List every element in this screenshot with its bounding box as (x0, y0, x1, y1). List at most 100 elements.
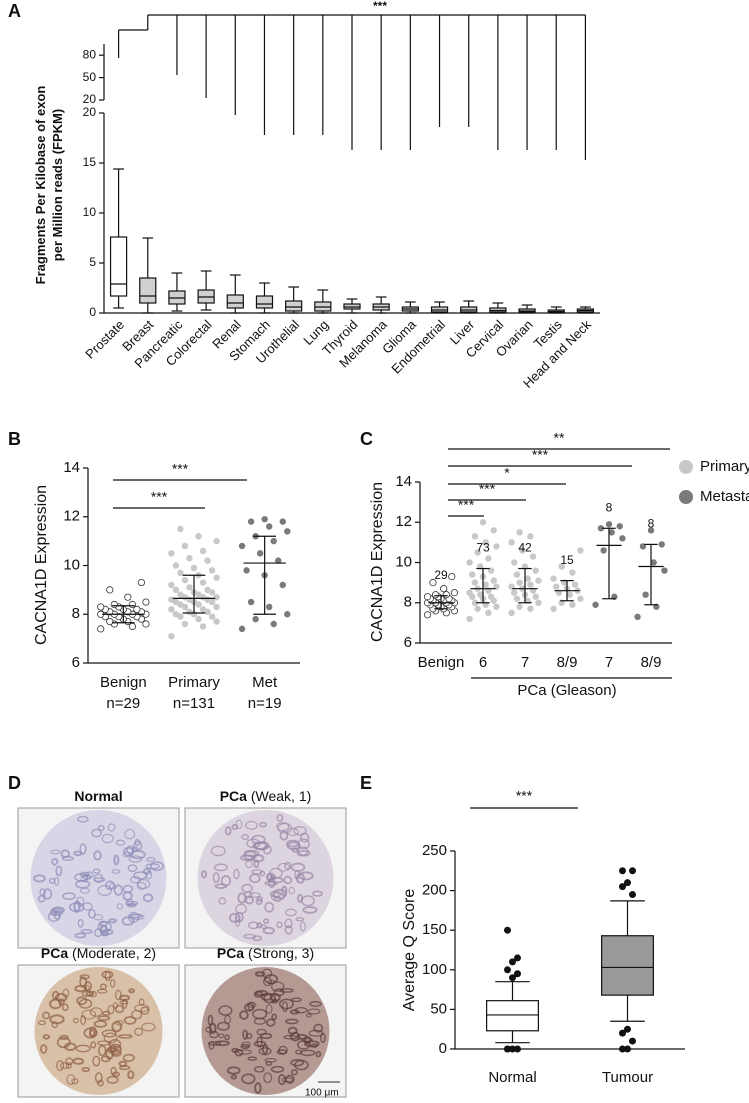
data-point (181, 620, 189, 628)
tissue-gland (105, 1048, 114, 1060)
tissue-gland (107, 823, 116, 832)
data-point (605, 521, 613, 528)
tissue-gland (59, 1034, 69, 1041)
y-axis-label: Average Q Score (401, 889, 418, 1012)
tissue-gland (54, 992, 68, 1002)
tissue-gland (254, 1066, 265, 1073)
tissue-gland (42, 1034, 51, 1040)
tissue-gland (69, 902, 85, 913)
image-title: PCa (Moderate, 2) (41, 945, 156, 961)
data-point (511, 589, 518, 596)
tissue-gland (97, 884, 112, 896)
tissue-gland (54, 877, 60, 886)
image-title: PCa (Strong, 3) (217, 945, 314, 961)
tissue-gland (253, 859, 260, 869)
tissue-gland (284, 925, 293, 935)
tissue-gland (212, 872, 220, 884)
data-point (490, 577, 497, 584)
tissue-gland (231, 1047, 239, 1053)
data-point (168, 606, 175, 613)
data-point (466, 589, 473, 596)
data-point (252, 615, 259, 623)
tissue-gland (235, 916, 241, 927)
tissue-gland (267, 877, 276, 888)
data-point (616, 523, 623, 530)
tissue-gland (254, 971, 266, 977)
tissue-gland (286, 827, 299, 837)
data-point (106, 586, 114, 594)
tissue-gland (244, 895, 254, 905)
legend-label: Primary (700, 458, 749, 475)
tissue-gland (200, 870, 208, 879)
tissue-gland (97, 921, 112, 933)
data-point (213, 537, 220, 545)
y-tick-label: 0 (439, 1040, 447, 1057)
count-label: 8 (606, 500, 613, 514)
tissue-gland (283, 875, 293, 885)
tissue-gland (264, 901, 275, 913)
tissue-gland (210, 845, 226, 857)
tissue-gland (37, 1020, 46, 1026)
tissue-gland (246, 838, 261, 849)
tissue-gland (234, 911, 244, 923)
data-point (527, 605, 534, 612)
tissue-gland (276, 921, 283, 929)
tissue-gland (214, 1040, 230, 1047)
tissue-gland (271, 981, 285, 992)
tissue-gland (263, 993, 277, 1004)
data-point (247, 598, 255, 606)
tissue-gland (122, 884, 134, 894)
tissue-gland (53, 909, 62, 920)
data-point (279, 581, 286, 589)
box (139, 277, 157, 304)
tissue-gland (208, 1041, 215, 1050)
tissue-gland (285, 1074, 295, 1085)
tissue-gland (207, 1014, 214, 1026)
tissue-gland (93, 850, 102, 861)
tissue-gland (276, 814, 284, 822)
y-tick-label: 10 (83, 205, 97, 219)
data-point (106, 617, 114, 626)
tissue-gland (119, 1065, 131, 1071)
data-point (569, 601, 576, 608)
tissue-gland (296, 1040, 311, 1050)
tissue-gland (235, 819, 243, 830)
x-tick-label: 7 (521, 654, 529, 671)
tissue-gland (315, 1050, 322, 1058)
box (601, 935, 654, 996)
tissue-gland (304, 1035, 312, 1045)
tissue-gland (56, 1036, 71, 1049)
data-point (513, 595, 521, 602)
data-point (650, 559, 657, 566)
data-point (642, 591, 649, 598)
data-point (199, 547, 207, 555)
tissue-gland (263, 977, 273, 987)
data-point (204, 586, 211, 594)
tissue-gland (87, 909, 96, 919)
tissue-gland (98, 1044, 107, 1057)
box (226, 294, 244, 309)
box (109, 236, 128, 297)
tissue-gland (145, 863, 160, 870)
data-point (558, 563, 565, 570)
tissue-gland (113, 854, 120, 866)
tissue-gland (79, 976, 87, 988)
data-point (124, 593, 132, 601)
tissue-gland (61, 855, 74, 861)
tissue-gland (76, 996, 88, 1006)
tissue-gland (262, 918, 270, 924)
data-point (527, 581, 534, 588)
data-point (423, 611, 432, 619)
tissue-gland (104, 971, 111, 982)
y-tick-label: 14 (63, 459, 80, 476)
tissue-gland (103, 1032, 118, 1044)
tissue-gland (55, 865, 63, 877)
significance: *** (172, 461, 189, 477)
tissue-gland (111, 1020, 123, 1033)
panel-letter: E (360, 773, 372, 793)
y-tick-label: 150 (422, 921, 447, 938)
tissue-gland (241, 1073, 256, 1085)
data-point (172, 586, 180, 594)
tissue-gland (105, 880, 115, 890)
